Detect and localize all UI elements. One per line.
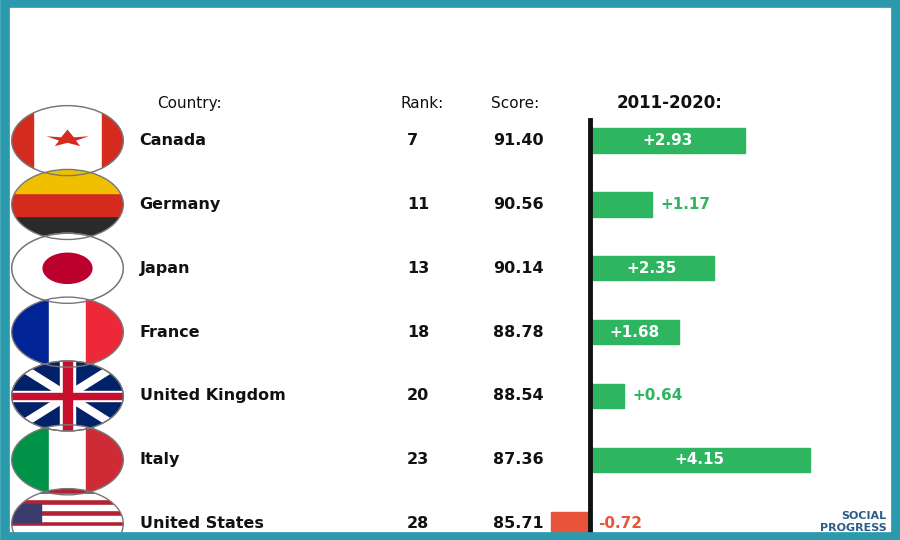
Text: SOCIAL
PROGRESS
IMPERATIVE: SOCIAL PROGRESS IMPERATIVE: [812, 511, 886, 540]
Text: 11: 11: [407, 197, 429, 212]
Text: -0.72: -0.72: [598, 516, 643, 531]
Ellipse shape: [12, 297, 123, 367]
Text: 20: 20: [407, 388, 429, 403]
Point: [3, 355, 14, 362]
Bar: [63, 361, 72, 431]
Text: 85.71: 85.71: [493, 516, 544, 531]
Bar: [60, 361, 75, 431]
Ellipse shape: [12, 489, 123, 540]
Text: G7 SOCIAL PROGRESS INDEX RESULTS: G7 SOCIAL PROGRESS INDEX RESULTS: [168, 23, 732, 50]
Ellipse shape: [12, 425, 123, 495]
Bar: [12, 526, 123, 532]
Text: France: France: [140, 325, 200, 340]
Point: [122, 430, 132, 436]
Text: 87.36: 87.36: [493, 453, 544, 467]
Text: 91.40: 91.40: [493, 133, 544, 148]
Line: 2 pts: 2 pts: [8, 359, 127, 433]
Text: Country:: Country:: [158, 96, 222, 111]
Line: 2 pts: 2 pts: [8, 359, 127, 433]
Bar: [12, 505, 123, 510]
Text: Germany: Germany: [140, 197, 220, 212]
Text: +0.64: +0.64: [633, 388, 683, 403]
Bar: [590, 256, 715, 280]
Bar: [86, 425, 123, 495]
Bar: [49, 297, 86, 367]
Text: 23: 23: [407, 453, 429, 467]
Text: United Kingdom: United Kingdom: [140, 388, 285, 403]
Ellipse shape: [42, 253, 93, 284]
Text: 2011-2020:: 2011-2020:: [616, 94, 723, 112]
Bar: [12, 516, 123, 521]
Text: Japan: Japan: [140, 261, 190, 276]
Ellipse shape: [12, 233, 123, 303]
Text: +2.93: +2.93: [643, 133, 692, 148]
Text: +1.68: +1.68: [609, 325, 660, 340]
Text: +4.15: +4.15: [675, 453, 724, 467]
Bar: [590, 320, 679, 345]
Bar: [12, 392, 123, 401]
Bar: [12, 504, 40, 522]
Bar: [12, 494, 123, 500]
Bar: [12, 106, 33, 176]
Text: 90.56: 90.56: [493, 197, 544, 212]
Text: 28: 28: [407, 516, 429, 531]
Bar: [590, 192, 652, 217]
Text: Italy: Italy: [140, 453, 180, 467]
Bar: [590, 448, 810, 472]
Text: 88.54: 88.54: [493, 388, 544, 403]
Bar: [590, 129, 745, 153]
Bar: [102, 106, 123, 176]
Bar: [551, 511, 590, 536]
Text: 13: 13: [407, 261, 429, 276]
Bar: [12, 170, 123, 193]
Bar: [12, 425, 49, 495]
Bar: [12, 216, 123, 240]
Text: United States: United States: [140, 516, 264, 531]
Bar: [590, 384, 624, 408]
Bar: [12, 193, 123, 216]
Text: Rank:: Rank:: [400, 96, 444, 111]
Ellipse shape: [12, 361, 123, 431]
Bar: [12, 393, 123, 399]
Text: 90.14: 90.14: [493, 261, 544, 276]
Text: 88.78: 88.78: [493, 325, 544, 340]
Point: [122, 355, 132, 362]
Text: Canada: Canada: [140, 133, 206, 148]
Ellipse shape: [12, 106, 123, 176]
Text: 7: 7: [407, 133, 418, 148]
Point: [3, 430, 14, 436]
Bar: [86, 297, 123, 367]
Polygon shape: [46, 130, 89, 146]
Bar: [12, 537, 123, 540]
Text: Score:: Score:: [491, 96, 539, 111]
Text: +2.35: +2.35: [626, 261, 677, 276]
Bar: [12, 297, 49, 367]
Text: 18: 18: [407, 325, 429, 340]
Text: +1.17: +1.17: [661, 197, 711, 212]
Bar: [49, 425, 86, 495]
